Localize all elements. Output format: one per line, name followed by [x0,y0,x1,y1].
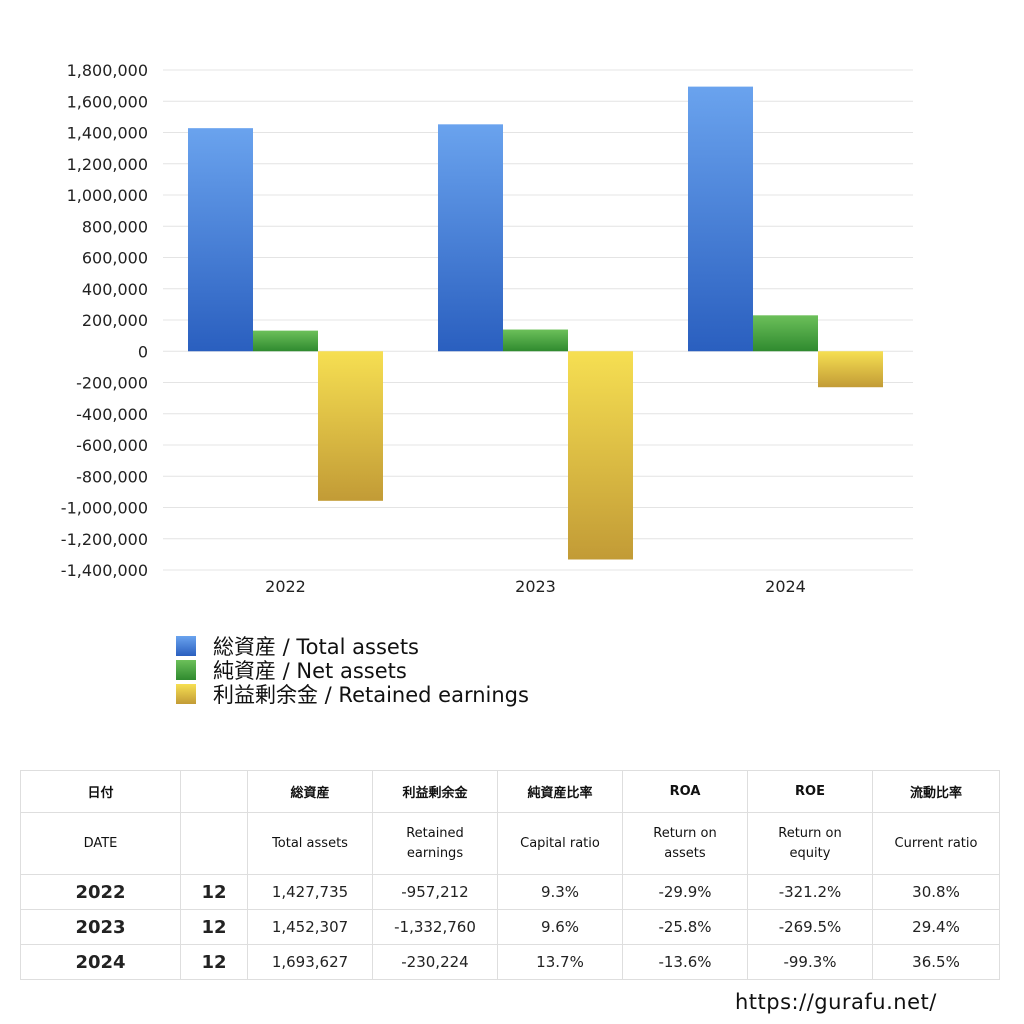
header-jp-roa: ROA [622,770,748,813]
header-en-capital-ratio: Capital ratio [497,812,623,875]
header-jp-roe: ROE [747,770,873,813]
site-url: https://gurafu.net/ [735,990,937,1014]
header-en-capital-ratio-line1: Capital ratio [520,835,600,851]
cell-roa: -13.6% [622,944,748,980]
header-jp-date: 日付 [20,770,181,813]
header-jp-retained-earnings: 利益剰余金 [372,770,498,813]
cell-roa: -29.9% [622,874,748,910]
legend-swatch-total-assets [176,636,196,656]
header-en-roe: Return on equity [747,812,873,875]
cell-total-assets: 1,427,735 [247,874,373,910]
bar-retained-earnings-2022 [318,351,383,501]
financial-metrics-table: 日付 総資産 利益剰余金 純資産比率 ROA ROE 流動比率 DATE Tot… [20,770,1000,980]
legend-swatch-retained-earnings [176,684,196,704]
y-tick-label: 0 [138,342,148,361]
header-en-retained-earnings-line2: earnings [406,845,464,861]
y-tick-label: -1,400,000 [61,561,148,580]
header-en-roa-line1: Return on [653,825,717,841]
cell-month: 12 [180,874,248,910]
cell-month: 12 [180,909,248,945]
header-en-current-ratio-line1: Current ratio [894,835,978,851]
cell-roe: -99.3% [747,944,873,980]
header-en-roa: Return on assets [622,812,748,875]
legend-item-retained-earnings: 利益剰余金 / Retained earnings [176,682,656,707]
header-en-retained-earnings-line1: Retained [406,825,464,841]
y-tick-label: 400,000 [82,280,148,299]
cell-roa: -25.8% [622,909,748,945]
header-en-month [180,812,248,875]
y-tick-label: 800,000 [82,217,148,236]
header-en-roe-line1: Return on [778,825,842,841]
header-jp-capital-ratio: 純資産比率 [497,770,623,813]
y-tick-label: -600,000 [76,436,148,455]
cell-current-ratio: 30.8% [872,874,1000,910]
bar-net-assets-2022 [253,330,318,352]
table-header-jp: 日付 総資産 利益剰余金 純資産比率 ROA ROE 流動比率 [20,770,1000,813]
cell-capital-ratio: 13.7% [497,944,623,980]
legend-label-total-assets: 総資産 / Total assets [213,635,419,659]
header-jp-current-ratio: 流動比率 [872,770,1000,813]
y-tick-label: -800,000 [76,467,148,486]
cell-capital-ratio: 9.6% [497,909,623,945]
bar-retained-earnings-2023 [568,351,633,560]
header-en-total-assets-line1: Total assets [272,835,348,851]
cell-roe: -321.2% [747,874,873,910]
header-jp-month [180,770,248,813]
table-header-en: DATE Total assets Retained earnings Capit… [20,812,1000,875]
y-tick-label: -1,200,000 [61,530,148,549]
cell-total-assets: 1,452,307 [247,909,373,945]
bar-total-assets-2024 [688,86,753,352]
cell-roe: -269.5% [747,909,873,945]
table-row-2023: 2023 12 1,452,307 -1,332,760 9.6% -25.8%… [20,909,1000,945]
cell-total-assets: 1,693,627 [247,944,373,980]
y-tick-label: 1,400,000 [67,124,148,143]
header-en-total-assets: Total assets [247,812,373,875]
header-en-current-ratio: Current ratio [872,812,1000,875]
header-en-date-line1: DATE [83,835,118,851]
cell-year: 2024 [20,944,181,980]
legend-label-retained-earnings: 利益剰余金 / Retained earnings [213,683,529,707]
header-en-retained-earnings: Retained earnings [372,812,498,875]
cell-retained-earnings: -1,332,760 [372,909,498,945]
x-category-label: 2024 [765,577,806,596]
header-en-roa-line2: assets [664,845,706,861]
y-tick-label: 600,000 [82,249,148,268]
x-category-label: 2023 [515,577,556,596]
y-tick-label: 1,800,000 [67,61,148,80]
bar-net-assets-2023 [503,329,568,352]
legend-item-total-assets: 総資産 / Total assets [176,634,656,659]
chart-canvas: 1,800,000 1,600,000 1,400,000 1,200,000 1,00… [61,61,913,596]
x-category-label: 2022 [265,577,306,596]
cell-capital-ratio: 9.3% [497,874,623,910]
cell-year: 2023 [20,909,181,945]
bar-total-assets-2023 [438,124,503,352]
table-row-2024: 2024 12 1,693,627 -230,224 13.7% -13.6% … [20,944,1000,980]
cell-current-ratio: 29.4% [872,909,1000,945]
cell-month: 12 [180,944,248,980]
legend-swatch-net-assets [176,660,196,680]
y-tick-label: 200,000 [82,311,148,330]
table-row-2022: 2022 12 1,427,735 -957,212 9.3% -29.9% -… [20,874,1000,910]
y-tick-label: -400,000 [76,405,148,424]
cell-retained-earnings: -230,224 [372,944,498,980]
legend-item-net-assets: 純資産 / Net assets [176,658,656,683]
header-en-roe-line2: equity [789,845,831,861]
bar-retained-earnings-2024 [818,351,883,388]
chart-legend: 総資産 / Total assets 純資産 / Net assets 利益剰余… [176,634,656,707]
y-tick-label: 1,200,000 [67,155,148,174]
bar-total-assets-2022 [188,128,253,352]
header-jp-total-assets: 総資産 [247,770,373,813]
cell-retained-earnings: -957,212 [372,874,498,910]
y-tick-label: -200,000 [76,374,148,393]
cell-current-ratio: 36.5% [872,944,1000,980]
y-tick-label: 1,600,000 [67,92,148,111]
y-tick-label: -1,000,000 [61,499,148,518]
legend-label-net-assets: 純資産 / Net assets [213,659,407,683]
cell-year: 2022 [20,874,181,910]
bar-chart: 1,800,000 1,600,000 1,400,000 1,200,000 1,00… [61,61,913,596]
bar-net-assets-2024 [753,315,818,352]
header-en-date: DATE [20,812,181,875]
y-tick-label: 1,000,000 [67,186,148,205]
